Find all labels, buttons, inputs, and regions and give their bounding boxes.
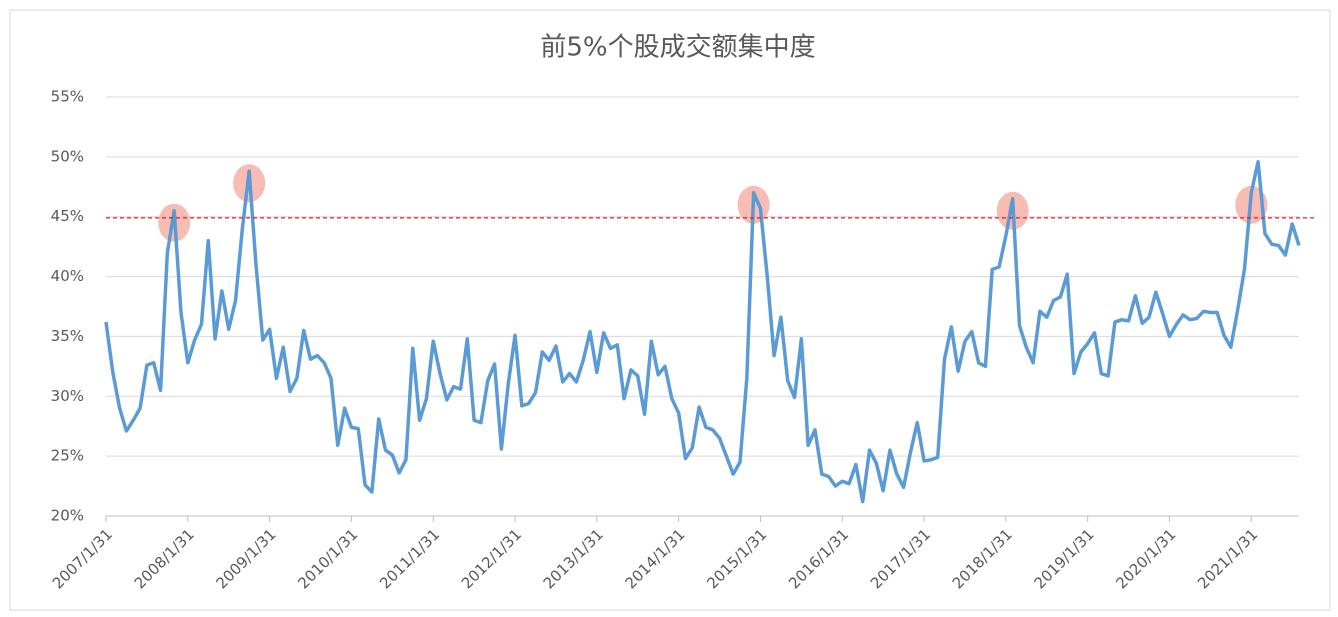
y-tick-label: 50% <box>51 147 84 165</box>
y-tick-label: 30% <box>51 387 84 405</box>
y-tick-label: 20% <box>51 507 84 525</box>
data-line <box>104 159 1301 504</box>
chart-frame <box>9 9 1331 611</box>
y-tick-label: 25% <box>51 447 84 465</box>
y-tick-label: 45% <box>51 207 84 225</box>
y-tick-label: 35% <box>51 327 84 345</box>
chart-title: 前5%个股成交额集中度 <box>540 33 815 63</box>
y-tick-label: 55% <box>51 88 84 106</box>
y-tick-label: 40% <box>51 267 84 285</box>
